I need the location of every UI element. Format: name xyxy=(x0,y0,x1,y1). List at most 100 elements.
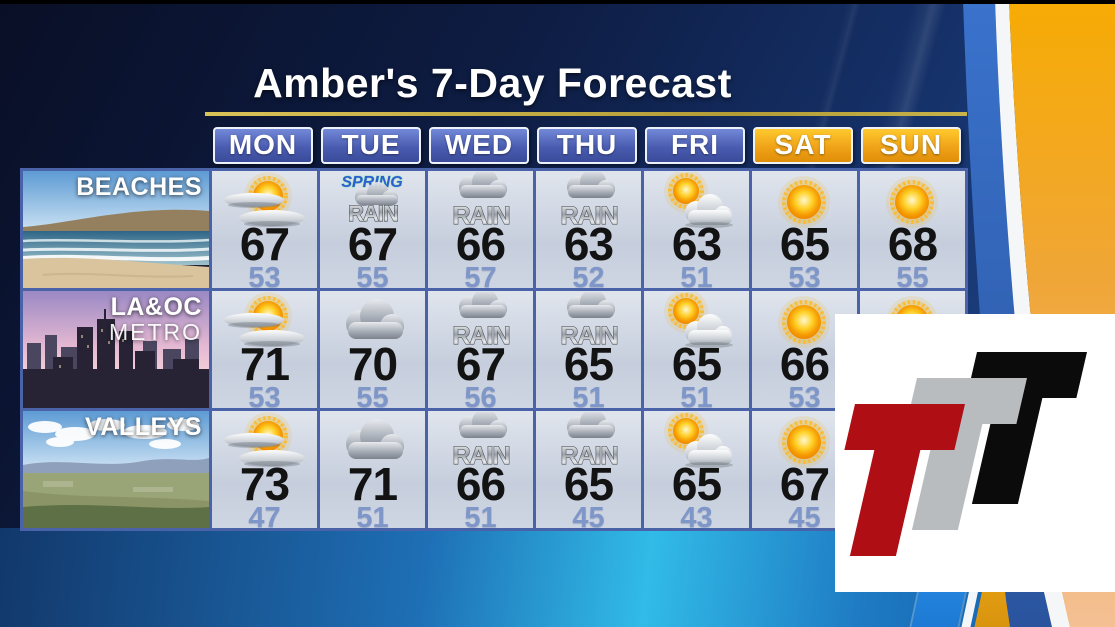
partly-sunny-icon xyxy=(214,412,316,474)
sun-cloud-icon xyxy=(646,291,748,354)
partly-sunny-icon xyxy=(214,292,316,354)
rain-label: RAIN xyxy=(560,442,617,470)
rain-label: RAIN xyxy=(560,322,617,350)
forecast-cell: 65 51 xyxy=(644,291,752,411)
day-header-slot: TUE xyxy=(317,124,425,168)
rain-icon: RAIN xyxy=(430,171,532,234)
day-header-row: MON TUE WED THU FRI SAT SUN xyxy=(20,124,965,168)
low-temp: 53 xyxy=(788,382,821,411)
day-header-slot: WED xyxy=(425,124,533,168)
region-label: VALLEYS xyxy=(85,413,202,441)
region-name: LA&OC xyxy=(110,293,202,321)
low-temp: 55 xyxy=(356,262,389,291)
cloudy-icon xyxy=(322,292,424,354)
high-temp: 65 xyxy=(563,338,614,390)
day-header-mon: MON xyxy=(213,127,313,164)
day-header-slot: SUN xyxy=(857,124,965,168)
rain-label: RAIN xyxy=(452,202,509,230)
day-header-slot: FRI xyxy=(641,124,749,168)
low-temp: 55 xyxy=(896,262,929,291)
high-temp: 65 xyxy=(671,338,722,390)
low-temp: 55 xyxy=(356,382,389,411)
day-header-slot: SAT xyxy=(749,124,857,168)
region-name: VALLEYS xyxy=(85,413,202,441)
forecast-cell: 68 55 xyxy=(860,171,968,291)
forecast-cell: 71 51 xyxy=(320,411,428,531)
sunny-icon xyxy=(754,172,856,234)
day-header-slot: THU xyxy=(533,124,641,168)
low-temp: 53 xyxy=(248,262,281,291)
region-label: BEACHES xyxy=(76,173,202,201)
region-name-sub: METRO xyxy=(108,319,202,346)
spring-rain-icon: SPRING RAIN xyxy=(322,172,424,234)
forecast-cell: RAIN 66 57 xyxy=(428,171,536,291)
low-temp: 45 xyxy=(572,502,605,531)
day-header-tue: TUE xyxy=(321,127,421,164)
rain-label: RAIN xyxy=(452,442,509,470)
low-temp: 43 xyxy=(680,502,713,531)
cloudy-icon xyxy=(322,412,424,474)
sunny-icon xyxy=(862,172,964,234)
region-label: LA&OC METRO xyxy=(108,293,202,346)
forecast-cell: 67 53 xyxy=(212,171,320,291)
high-temp: 73 xyxy=(239,458,290,510)
high-temp: 71 xyxy=(347,458,398,510)
region-photo-valleys: VALLEYS xyxy=(23,411,212,531)
high-temp: 66 xyxy=(455,458,506,510)
low-temp: 51 xyxy=(356,502,389,531)
low-temp: 45 xyxy=(788,502,821,531)
low-temp: 51 xyxy=(680,262,713,291)
rain-icon: RAIN xyxy=(538,291,640,354)
day-header-sun: SUN xyxy=(861,127,961,164)
high-temp: 66 xyxy=(779,338,830,390)
high-temp: 71 xyxy=(239,338,290,390)
rain-label: RAIN xyxy=(560,202,617,230)
high-temp: 70 xyxy=(347,338,398,390)
sunny-icon xyxy=(754,412,856,474)
high-temp: 67 xyxy=(455,338,506,390)
low-temp: 51 xyxy=(464,502,497,531)
day-header-thu: THU xyxy=(537,127,637,164)
high-temp: 67 xyxy=(347,218,398,270)
low-temp: 56 xyxy=(464,382,497,411)
high-temp: 65 xyxy=(779,218,830,270)
high-temp: 67 xyxy=(239,218,290,270)
region-name: BEACHES xyxy=(76,173,202,201)
day-header-wed: WED xyxy=(429,127,529,164)
forecast-cell: 71 53 xyxy=(212,291,320,411)
header-corner-spacer xyxy=(20,124,209,168)
rain-label: RAIN xyxy=(348,201,398,226)
low-temp: 52 xyxy=(572,262,605,291)
forecast-cell: RAIN 67 56 xyxy=(428,291,536,411)
low-temp: 53 xyxy=(788,262,821,291)
forecast-cell: SPRING RAIN 67 55 xyxy=(320,171,428,291)
forecast-cell: 63 51 xyxy=(644,171,752,291)
rain-icon: RAIN xyxy=(430,411,532,474)
low-temp: 57 xyxy=(464,262,497,291)
low-temp: 51 xyxy=(680,382,713,411)
forecast-cell: RAIN 65 45 xyxy=(536,411,644,531)
rain-icon: RAIN xyxy=(538,171,640,234)
high-temp: 63 xyxy=(671,218,722,270)
partly-sunny-icon xyxy=(214,172,316,234)
region-photo-laoc: LA&OC METRO xyxy=(23,291,212,411)
region-photo-beaches: BEACHES xyxy=(23,171,212,291)
forecast-cell: 65 53 xyxy=(752,171,860,291)
sunny-icon xyxy=(754,292,856,354)
high-temp: 65 xyxy=(671,458,722,510)
rain-icon: RAIN xyxy=(430,291,532,354)
forecast-grid: BEACHES 67 53 SPRING RAIN 67 55 RAIN 66 57 RA… xyxy=(20,168,968,531)
page-title: Amber's 7-Day Forecast xyxy=(253,60,732,106)
forecast-cell: RAIN 66 51 xyxy=(428,411,536,531)
sun-cloud-icon xyxy=(646,411,748,474)
low-temp: 53 xyxy=(248,382,281,411)
forecast-cell: 65 43 xyxy=(644,411,752,531)
low-temp: 51 xyxy=(572,382,605,411)
rain-label: RAIN xyxy=(452,322,509,350)
forecast-cell: 73 47 xyxy=(212,411,320,531)
top-black-bar xyxy=(0,0,1115,4)
forecast-cell: RAIN 63 52 xyxy=(536,171,644,291)
forecast-cell: RAIN 65 51 xyxy=(536,291,644,411)
high-temp: 68 xyxy=(887,218,938,270)
